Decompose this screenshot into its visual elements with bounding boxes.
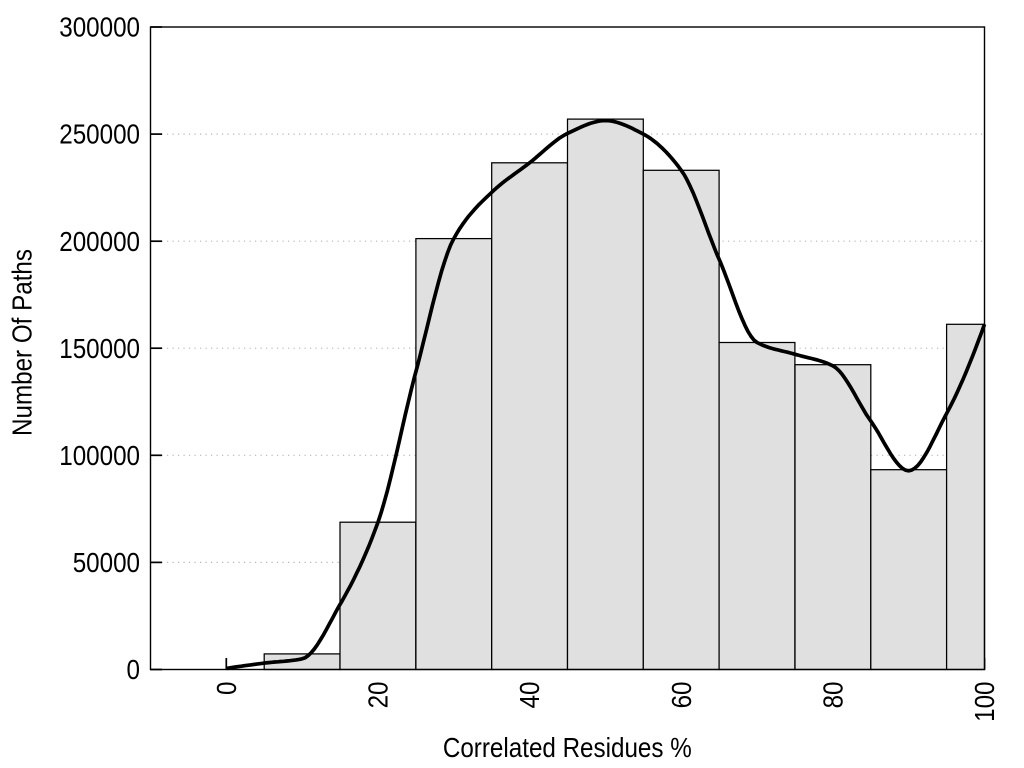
svg-text:Correlated Residues %: Correlated Residues % xyxy=(443,731,692,763)
svg-text:60: 60 xyxy=(665,682,697,709)
svg-text:150000: 150000 xyxy=(59,332,140,364)
svg-text:Number Of Paths: Number Of Paths xyxy=(6,249,38,436)
svg-text:20: 20 xyxy=(362,682,394,709)
svg-text:80: 80 xyxy=(817,682,849,709)
svg-text:250000: 250000 xyxy=(59,118,140,150)
svg-text:0: 0 xyxy=(210,682,242,695)
svg-text:100000: 100000 xyxy=(59,439,140,471)
svg-text:100: 100 xyxy=(968,682,1000,722)
svg-text:0: 0 xyxy=(127,653,140,685)
svg-text:40: 40 xyxy=(514,682,546,709)
svg-text:300000: 300000 xyxy=(59,11,140,43)
svg-text:200000: 200000 xyxy=(59,225,140,257)
svg-text:50000: 50000 xyxy=(73,546,140,578)
